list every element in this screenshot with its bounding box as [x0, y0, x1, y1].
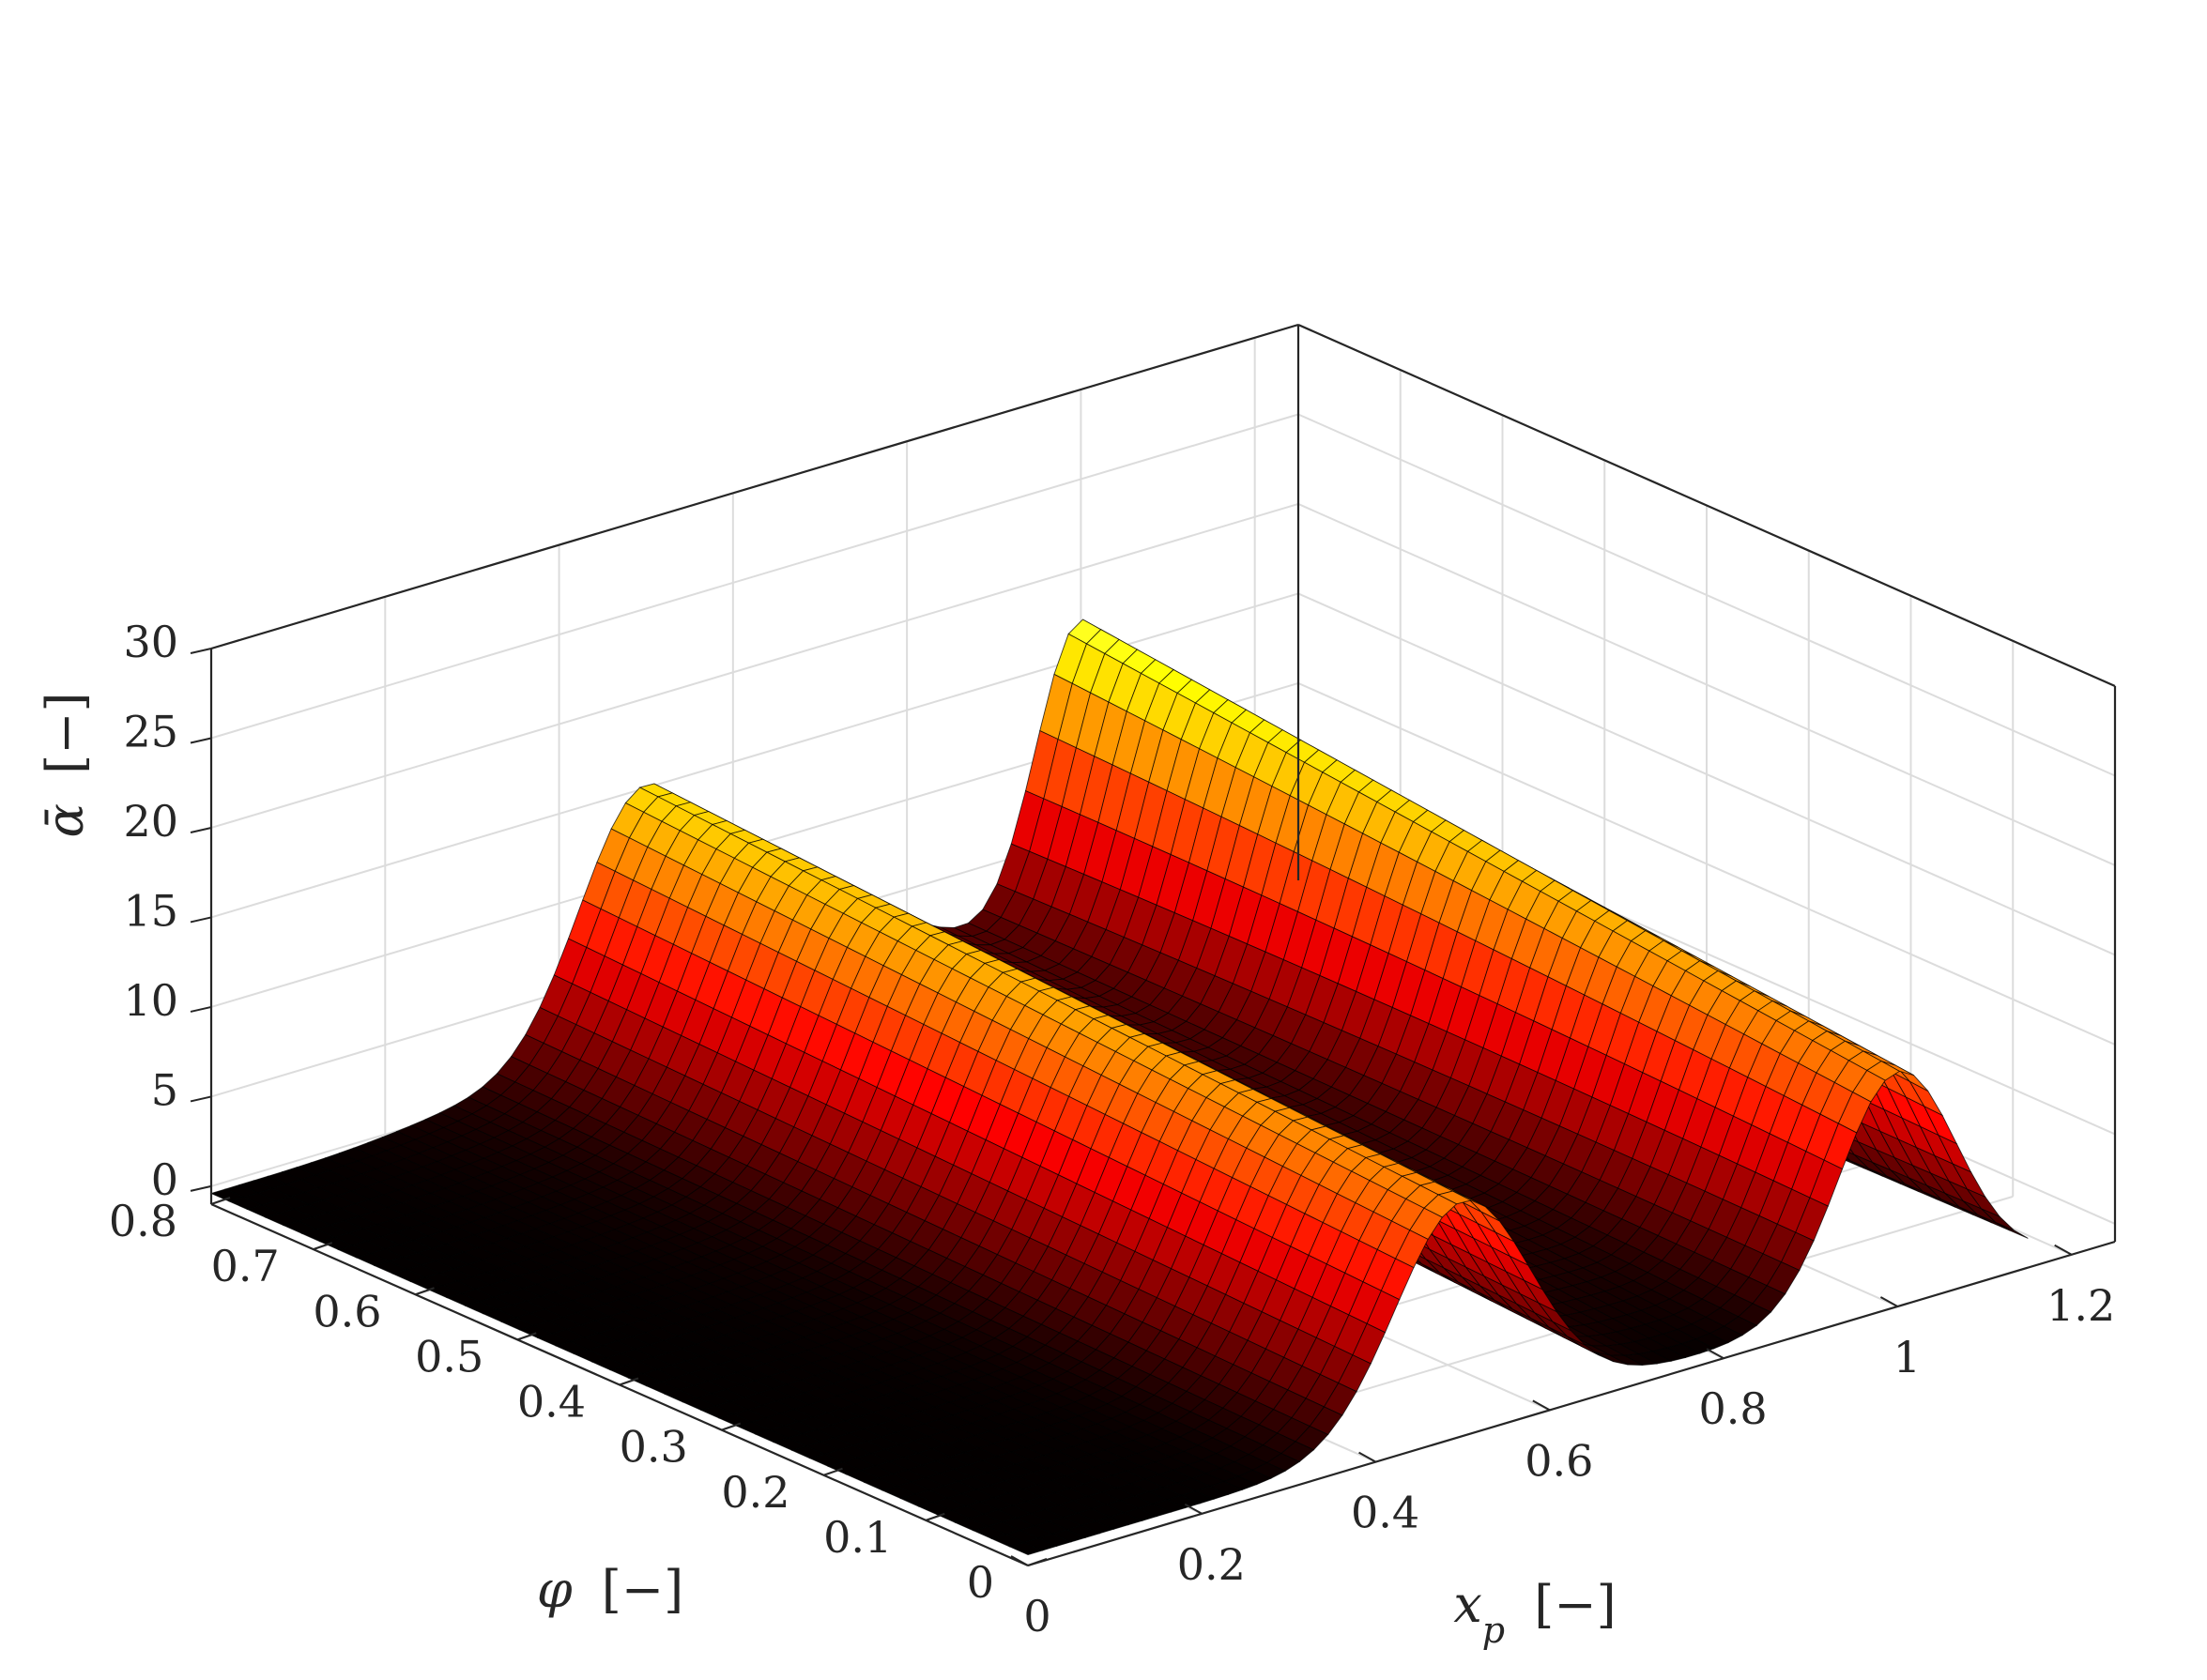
y-tick-label: 0.2: [721, 1467, 789, 1518]
grid-line-z: [210, 503, 1299, 829]
y-tick: [313, 1242, 333, 1251]
y-tick: [721, 1422, 742, 1431]
surface-patch: [1008, 1541, 1044, 1556]
z-tick: [190, 737, 212, 744]
x-axis-title: xp [−]: [1453, 1575, 1616, 1651]
y-tick-label: 0.3: [620, 1422, 688, 1473]
y-tick: [1027, 1558, 1048, 1566]
y-tick-label: 0.5: [415, 1331, 483, 1382]
x-tick-label: 0.8: [1699, 1383, 1768, 1434]
x-axis-line: [1027, 1240, 2116, 1567]
y-tick-label: 0.8: [109, 1196, 177, 1246]
z-tick-label: 10: [123, 975, 178, 1026]
y-tick: [619, 1377, 639, 1386]
z-tick-label: 20: [123, 796, 178, 847]
z-tick-label: 15: [123, 885, 178, 936]
z-tick-label: 30: [123, 617, 178, 667]
x-tick: [1010, 1555, 1029, 1566]
tick-layer: [190, 648, 2073, 1566]
x-tick: [1184, 1503, 1203, 1515]
y-tick: [415, 1287, 435, 1296]
y-tick: [925, 1512, 945, 1521]
z-tick-label: 0: [151, 1154, 178, 1205]
z-tick-label: 5: [151, 1064, 178, 1115]
y-tick: [823, 1467, 843, 1476]
z-tick: [190, 1005, 212, 1013]
y-tick-label: 0: [967, 1557, 994, 1608]
z-axis-title: ᾱ [−]: [36, 692, 95, 837]
axis-box: [209, 323, 2117, 1567]
y-tick: [516, 1332, 537, 1341]
y-tick-label: 0.1: [823, 1512, 892, 1563]
x-tick: [1879, 1296, 1898, 1307]
grid-line-z: [210, 413, 1299, 740]
surface-layer: [209, 619, 2029, 1556]
z-tick: [190, 826, 212, 833]
label-layer: 0 5 10 15 20 25 30 0 0.2 0.4 0.6 0.8 1 1.2 0 0.1 0.2 0.3 0…: [36, 617, 2115, 1651]
x-tick: [1358, 1451, 1377, 1463]
y-tick: [210, 1197, 231, 1205]
z-tick: [190, 1184, 212, 1192]
y-axis-title: φ [−]: [537, 1560, 683, 1619]
x-tick-label: 0: [1023, 1591, 1050, 1642]
y-tick-label: 0.7: [211, 1241, 280, 1291]
z-tick: [190, 1095, 212, 1103]
x-tick-label: 1.2: [2046, 1280, 2115, 1331]
x-tick-label: 0.6: [1525, 1435, 1593, 1486]
x-tick: [2054, 1244, 2073, 1256]
axis-box-edge: [210, 323, 1299, 650]
axis-box-edge: [1297, 323, 2116, 688]
x-tick-label: 0.2: [1177, 1539, 1246, 1590]
z-tick: [190, 916, 212, 924]
y-tick-label: 0.6: [313, 1286, 381, 1336]
x-tick: [1706, 1348, 1724, 1360]
x-tick-label: 0.4: [1351, 1488, 1419, 1538]
z-tick: [190, 648, 212, 654]
x-tick: [1532, 1399, 1551, 1412]
x-tick-label: 1: [1893, 1332, 1921, 1382]
z-tick-label: 25: [123, 706, 178, 756]
y-tick-label: 0.4: [517, 1377, 586, 1428]
